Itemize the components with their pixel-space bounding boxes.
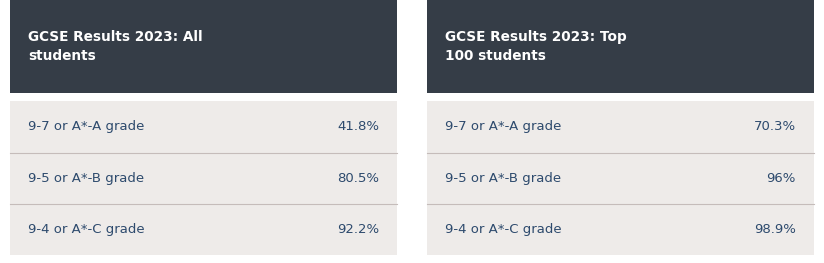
Bar — [10, 101, 397, 255]
Text: 41.8%: 41.8% — [337, 120, 379, 133]
Text: 9-4 or A*-C grade: 9-4 or A*-C grade — [445, 223, 562, 236]
Bar — [427, 93, 814, 101]
Bar — [427, 255, 814, 263]
Text: 98.9%: 98.9% — [754, 223, 796, 236]
Text: 80.5%: 80.5% — [337, 172, 379, 185]
Text: 9-7 or A*-A grade: 9-7 or A*-A grade — [445, 120, 561, 133]
Text: 9-5 or A*-B grade: 9-5 or A*-B grade — [445, 172, 561, 185]
Text: GCSE Results 2023: All
students: GCSE Results 2023: All students — [28, 30, 203, 63]
Text: 9-5 or A*-B grade: 9-5 or A*-B grade — [28, 172, 144, 185]
Text: 96%: 96% — [766, 172, 796, 185]
Text: GCSE Results 2023: Top
100 students: GCSE Results 2023: Top 100 students — [445, 30, 627, 63]
Text: 9-7 or A*-A grade: 9-7 or A*-A grade — [28, 120, 144, 133]
Text: 70.3%: 70.3% — [754, 120, 796, 133]
Bar — [427, 0, 814, 93]
Bar — [10, 0, 397, 93]
Bar — [427, 101, 814, 255]
Bar — [10, 255, 397, 263]
Bar — [10, 93, 397, 101]
Text: 9-4 or A*-C grade: 9-4 or A*-C grade — [28, 223, 145, 236]
Text: 92.2%: 92.2% — [337, 223, 379, 236]
